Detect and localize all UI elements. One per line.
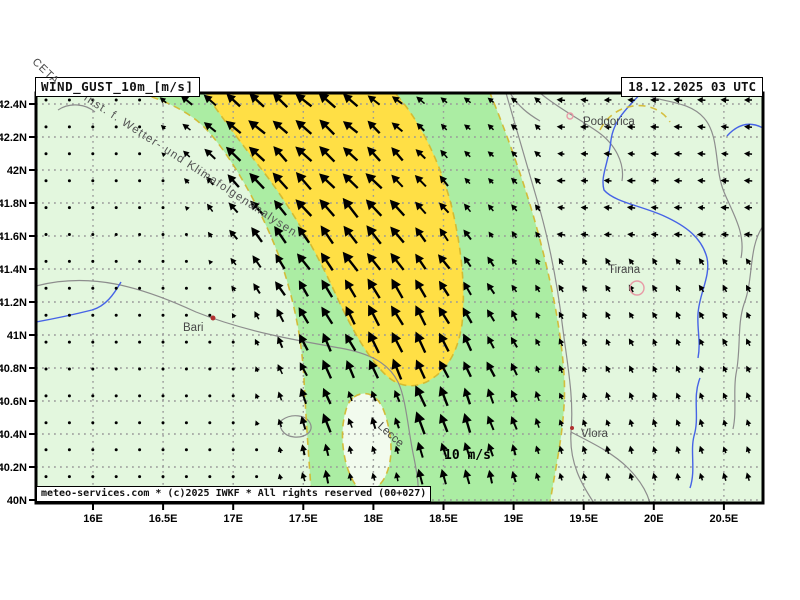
rivers bbox=[37, 94, 762, 489]
city-marker-vlora bbox=[570, 426, 574, 430]
lon-tick-label: 17E bbox=[223, 513, 243, 525]
lat-tick-label: 40.6N bbox=[0, 396, 27, 408]
region-gust-core-strong bbox=[205, 94, 464, 386]
region-gust-pocket-low bbox=[342, 393, 391, 491]
map-title: WIND_GUST_10m_[m/s] bbox=[35, 77, 200, 97]
lat-tick-label: 40N bbox=[7, 495, 27, 507]
lat-tick-label: 42.2N bbox=[0, 132, 27, 144]
lon-tick-label: 19.5E bbox=[569, 513, 598, 525]
lat-tick-label: 41N bbox=[7, 330, 27, 342]
city-label-bari: Bari bbox=[183, 322, 203, 334]
lon-tick-label: 20E bbox=[644, 513, 664, 525]
city-label-tirana: Tirana bbox=[608, 264, 641, 276]
axis-labels: 42.4N 42.2N 42N 41.8N 41.6N 41.4N 41.2N 41N 40.8… bbox=[0, 99, 738, 525]
lat-tick-label: 40.8N bbox=[0, 363, 27, 375]
lat-tick-label: 40.2N bbox=[0, 462, 27, 474]
map-datetime: 18.12.2025 03 UTC bbox=[621, 77, 763, 97]
map-border bbox=[34, 91, 765, 505]
wind-arrows bbox=[44, 94, 753, 485]
lon-tick-label: 18E bbox=[364, 513, 384, 525]
lon-tick-label: 17.5E bbox=[289, 513, 318, 525]
lon-tick-label: 16E bbox=[83, 513, 103, 525]
city-label-podgorica: Podgorica bbox=[583, 116, 635, 128]
copyright-credit: meteo-services.com * (c)2025 IWKF * All … bbox=[36, 486, 432, 502]
wind-scale-label: 10 m/s bbox=[444, 448, 491, 463]
lat-tick-label: 42.4N bbox=[0, 99, 27, 111]
lon-tick-label: 20.5E bbox=[710, 513, 739, 525]
city-marker-bari bbox=[210, 315, 216, 321]
coastlines-borders bbox=[37, 94, 762, 502]
lat-tick-label: 41.6N bbox=[0, 231, 27, 243]
city-label-vlora: Vlora bbox=[581, 428, 608, 440]
lat-tick-label: 41.4N bbox=[0, 264, 27, 276]
lat-tick-label: 41.2N bbox=[0, 297, 27, 309]
lon-tick-label: 18.5E bbox=[429, 513, 458, 525]
city-marker-podgorica bbox=[566, 112, 574, 120]
city-marker-tirana bbox=[629, 280, 645, 296]
lon-tick-label: 16.5E bbox=[149, 513, 178, 525]
lat-tick-label: 42N bbox=[7, 165, 27, 177]
lat-tick-label: 40.4N bbox=[0, 429, 27, 441]
lon-tick-label: 19E bbox=[504, 513, 524, 525]
lat-tick-label: 41.8N bbox=[0, 198, 27, 210]
fill-regions bbox=[143, 94, 565, 502]
